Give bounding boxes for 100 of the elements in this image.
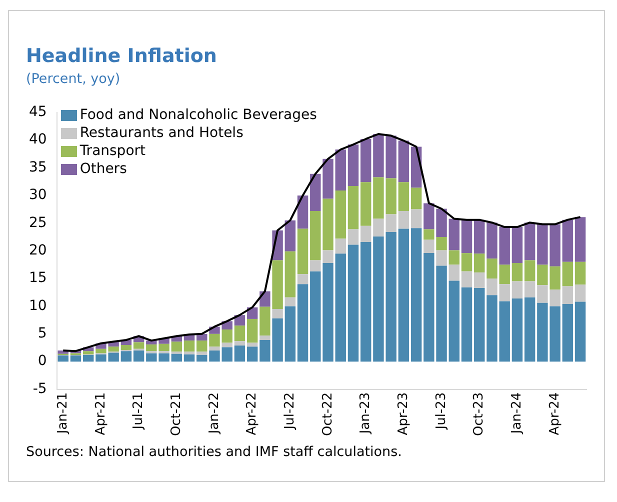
bar bbox=[297, 284, 308, 362]
bar bbox=[184, 340, 195, 352]
x-tick-label: Jul-23 bbox=[434, 392, 449, 430]
bar bbox=[512, 298, 523, 362]
x-tick-label: Oct-23 bbox=[472, 392, 487, 436]
bar bbox=[284, 297, 296, 306]
bar bbox=[335, 238, 346, 254]
bar bbox=[348, 244, 359, 362]
bar bbox=[461, 253, 472, 272]
bar bbox=[297, 228, 308, 274]
bar bbox=[574, 284, 586, 302]
bar bbox=[574, 217, 586, 262]
x-tick-label: Jul-22 bbox=[282, 392, 298, 430]
bar bbox=[335, 150, 346, 190]
bar bbox=[360, 242, 372, 362]
bar bbox=[410, 188, 422, 210]
bar bbox=[524, 281, 536, 298]
x-tick-label: Jan-24 bbox=[510, 392, 525, 435]
bar bbox=[70, 356, 82, 362]
bar bbox=[398, 140, 410, 182]
chart-title: Headline Inflation bbox=[26, 45, 217, 67]
bar bbox=[246, 318, 258, 343]
bar bbox=[360, 138, 372, 182]
bar bbox=[398, 228, 410, 362]
bar bbox=[474, 254, 485, 272]
bar bbox=[348, 186, 359, 230]
bar bbox=[284, 306, 296, 362]
bar bbox=[120, 344, 132, 350]
y-tick-label: 20 bbox=[28, 242, 47, 258]
bar bbox=[196, 352, 208, 355]
y-tick-label: 30 bbox=[28, 187, 47, 204]
bar bbox=[58, 356, 68, 362]
bar bbox=[284, 220, 296, 252]
y-tick-label: 0 bbox=[38, 353, 47, 370]
bar bbox=[461, 287, 472, 362]
bar bbox=[448, 280, 460, 362]
y-tick-label: 10 bbox=[28, 298, 47, 314]
x-tick-label: Apr-23 bbox=[396, 392, 412, 436]
bar bbox=[171, 354, 182, 362]
x-tick-label: Jan-21 bbox=[55, 392, 70, 435]
y-tick-label: 45 bbox=[28, 104, 47, 120]
bar bbox=[448, 218, 460, 250]
y-tick-label: -5 bbox=[32, 380, 47, 397]
bar bbox=[398, 210, 410, 229]
source-note: Sources: National authorities and IMF staff calculations. bbox=[26, 444, 402, 460]
y-tick-label: 15 bbox=[28, 270, 47, 286]
bar bbox=[410, 209, 422, 228]
bar bbox=[297, 195, 308, 229]
bar bbox=[448, 250, 460, 265]
bar bbox=[297, 274, 308, 284]
y-tick-label: 40 bbox=[28, 132, 47, 148]
bar bbox=[133, 350, 144, 362]
bar bbox=[574, 302, 586, 362]
x-tick-label: Apr-22 bbox=[244, 392, 260, 436]
bar bbox=[335, 190, 346, 239]
bar bbox=[184, 352, 195, 354]
bar bbox=[512, 263, 523, 282]
bar bbox=[474, 272, 485, 288]
bar bbox=[234, 346, 246, 362]
y-tick-label: 5 bbox=[38, 326, 47, 342]
bar bbox=[82, 354, 94, 362]
bar bbox=[260, 336, 270, 340]
bar bbox=[524, 222, 536, 260]
bar bbox=[171, 342, 182, 352]
bar bbox=[196, 354, 208, 362]
bar bbox=[133, 342, 144, 349]
y-tick-label: 35 bbox=[28, 159, 47, 176]
bar bbox=[348, 229, 359, 245]
y-tick-label: 25 bbox=[28, 214, 47, 231]
x-tick-label: Oct-22 bbox=[320, 392, 336, 436]
bar bbox=[272, 308, 283, 318]
bar bbox=[512, 281, 523, 298]
bar bbox=[562, 286, 574, 304]
x-tick-label: Apr-21 bbox=[93, 392, 108, 436]
chart-subtitle: (Percent, yoy) bbox=[26, 71, 120, 87]
bar bbox=[474, 288, 485, 362]
bar bbox=[474, 220, 485, 254]
x-tick-label: Jul-21 bbox=[131, 392, 146, 430]
bar bbox=[524, 297, 536, 362]
bar bbox=[461, 220, 472, 254]
legend-label: Food and Nonalcoholic Beverages bbox=[80, 106, 317, 124]
legend-label: Restaurants and Hotels bbox=[80, 124, 244, 142]
x-tick-label: Oct-21 bbox=[169, 392, 184, 436]
bar bbox=[335, 254, 346, 362]
bar bbox=[360, 182, 372, 226]
legend-label: Others bbox=[80, 160, 127, 178]
bar bbox=[398, 182, 410, 211]
bar bbox=[360, 226, 372, 242]
bar bbox=[184, 354, 195, 362]
bar bbox=[461, 271, 472, 288]
bar bbox=[562, 220, 574, 262]
bar bbox=[348, 144, 359, 186]
bar bbox=[448, 264, 460, 281]
bar bbox=[196, 340, 208, 352]
bar bbox=[234, 326, 246, 342]
bar bbox=[234, 341, 246, 346]
x-tick-label: Apr-24 bbox=[547, 392, 562, 436]
bar bbox=[562, 304, 574, 362]
bar bbox=[562, 262, 574, 286]
legend-label: Transport bbox=[80, 142, 146, 160]
